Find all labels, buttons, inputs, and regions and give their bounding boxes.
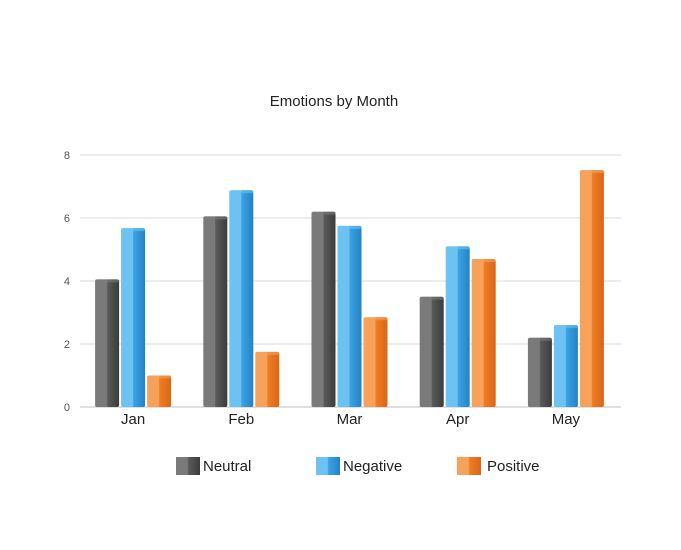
bar-positive-apr bbox=[471, 258, 496, 407]
bar-top-cap bbox=[527, 337, 552, 341]
y-tick-label: 0 bbox=[64, 402, 70, 414]
bar-neutral-jan bbox=[95, 279, 120, 407]
bar-positive-may bbox=[579, 170, 604, 407]
x-tick-label: Jan bbox=[121, 411, 145, 428]
bar-top-cap bbox=[121, 228, 146, 232]
bar-top-cap bbox=[471, 258, 496, 262]
y-tick-label: 6 bbox=[64, 213, 70, 225]
bar-positive-feb bbox=[255, 351, 280, 407]
bar-top-cap bbox=[579, 170, 604, 174]
y-tick-label: 8 bbox=[64, 150, 70, 162]
bar-top-cap bbox=[311, 211, 336, 215]
bar-negative-feb bbox=[229, 190, 254, 407]
bar-top-cap bbox=[363, 317, 388, 321]
bar-negative-mar bbox=[337, 225, 362, 407]
bar-negative-apr bbox=[445, 246, 470, 407]
x-axis-ticks: Jan Feb Mar Apr May bbox=[121, 411, 581, 428]
bar-negative-may bbox=[553, 325, 578, 407]
legend: Neutral Negative Positive bbox=[176, 457, 540, 475]
bar-positive-mar bbox=[363, 317, 388, 407]
x-tick-label: Mar bbox=[337, 411, 363, 428]
legend-label-negative: Negative bbox=[343, 458, 402, 475]
bar-top-cap bbox=[419, 296, 444, 300]
y-tick-label: 2 bbox=[64, 339, 70, 351]
bar-top-cap bbox=[337, 225, 362, 229]
y-axis-ticks: 0 2 4 6 8 bbox=[64, 150, 70, 414]
bar-positive-jan bbox=[147, 375, 172, 407]
bar-top-cap bbox=[203, 216, 228, 220]
legend-swatch-positive bbox=[457, 457, 481, 475]
bar-neutral-mar bbox=[311, 211, 336, 407]
bar-neutral-apr bbox=[419, 296, 444, 407]
x-tick-label: Apr bbox=[446, 411, 469, 428]
bar-top-cap bbox=[95, 279, 120, 283]
legend-swatch-negative bbox=[316, 457, 340, 475]
legend-label-positive: Positive bbox=[487, 458, 540, 475]
legend-swatch-neutral bbox=[176, 457, 200, 475]
bar-negative-jan bbox=[121, 228, 146, 407]
x-tick-label: May bbox=[552, 411, 581, 428]
bar-neutral-feb bbox=[203, 216, 228, 407]
bar-neutral-may bbox=[527, 337, 552, 407]
chart-title: Emotions by Month bbox=[270, 93, 398, 110]
y-tick-label: 4 bbox=[64, 276, 70, 288]
bar-top-cap bbox=[445, 246, 470, 250]
bar-top-cap bbox=[553, 325, 578, 329]
bar-top-cap bbox=[255, 351, 280, 355]
legend-label-neutral: Neutral bbox=[203, 458, 251, 475]
bar-top-cap bbox=[229, 190, 254, 194]
bar-top-cap bbox=[147, 375, 172, 379]
bars bbox=[95, 170, 604, 407]
x-tick-label: Feb bbox=[228, 411, 254, 428]
